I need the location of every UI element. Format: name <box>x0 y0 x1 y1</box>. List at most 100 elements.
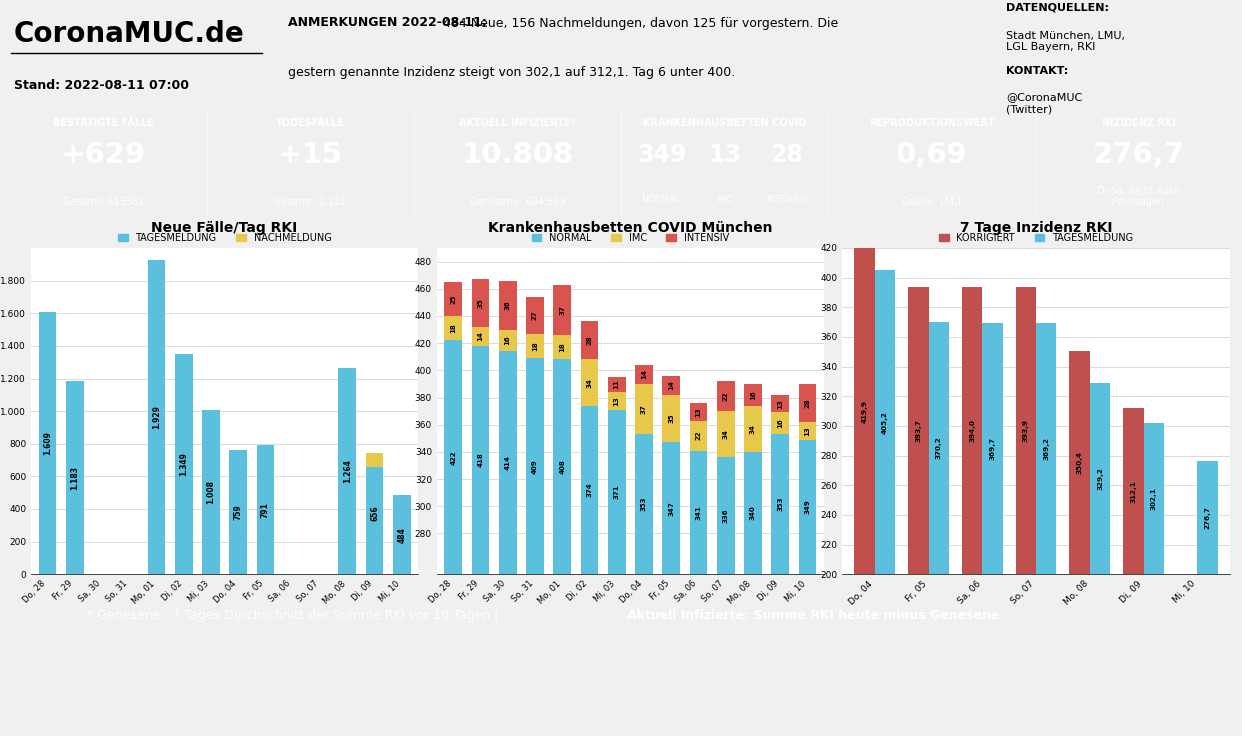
Text: gestern genannte Inzidenz steigt von 302,1 auf 312,1. Tag 6 unter 400.: gestern genannte Inzidenz steigt von 302… <box>288 66 735 79</box>
Text: 312,1: 312,1 <box>1130 480 1136 503</box>
Text: Stadt München, LMU,
LGL Bayern, RKI: Stadt München, LMU, LGL Bayern, RKI <box>1006 31 1125 52</box>
Text: REPRODUKTIONSWERT: REPRODUKTIONSWERT <box>869 118 994 127</box>
Bar <box>662 442 681 736</box>
Bar <box>799 384 816 422</box>
Bar <box>392 495 411 574</box>
Bar <box>553 335 571 359</box>
Bar <box>580 322 599 359</box>
Bar <box>148 260 165 574</box>
Text: 369,2: 369,2 <box>1043 437 1049 460</box>
Bar <box>689 450 708 736</box>
Text: 336: 336 <box>723 509 729 523</box>
Text: 28: 28 <box>805 398 811 408</box>
Text: 414: 414 <box>504 456 510 470</box>
Text: 656: 656 <box>370 506 379 521</box>
Text: 34: 34 <box>586 378 592 388</box>
Text: 353: 353 <box>777 497 784 512</box>
Bar <box>472 346 489 736</box>
Text: 14: 14 <box>477 331 483 342</box>
Bar <box>1089 383 1110 736</box>
Text: 419,9: 419,9 <box>862 400 867 422</box>
Bar <box>175 354 193 574</box>
Text: DATENQUELLEN:: DATENQUELLEN: <box>1006 2 1109 13</box>
Bar <box>961 286 982 736</box>
Text: 16: 16 <box>504 336 510 345</box>
Text: 484 Neue, 156 Nachmeldungen, davon 125 für vorgestern. Die: 484 Neue, 156 Nachmeldungen, davon 125 f… <box>438 16 838 29</box>
Text: 408: 408 <box>559 459 565 474</box>
Bar <box>744 406 761 452</box>
Text: 28: 28 <box>770 144 804 167</box>
Bar <box>874 270 895 736</box>
Text: Di-Sa, nicht nach
Feiertagen: Di-Sa, nicht nach Feiertagen <box>1097 185 1180 208</box>
Text: 22: 22 <box>723 392 729 401</box>
Bar <box>799 422 816 439</box>
Legend: TAGESMELDUNG, NACHMELDUNG: TAGESMELDUNG, NACHMELDUNG <box>118 233 332 243</box>
Text: * Genesene:  7 Tages Durchschnitt der Summe RKI vor 10 Tagen |: * Genesene: 7 Tages Durchschnitt der Sum… <box>87 609 502 622</box>
Text: 10.808: 10.808 <box>462 141 574 169</box>
Bar <box>445 282 462 316</box>
Text: 22: 22 <box>696 431 702 440</box>
Text: 418: 418 <box>477 453 483 467</box>
Bar <box>1036 323 1057 736</box>
Bar <box>66 381 83 574</box>
Text: 393,7: 393,7 <box>915 420 922 442</box>
Bar <box>1123 408 1144 736</box>
Text: 374: 374 <box>586 483 592 498</box>
Bar <box>553 285 571 335</box>
Bar <box>717 381 734 411</box>
Bar <box>527 333 544 358</box>
Text: 35: 35 <box>668 414 674 423</box>
Text: 13: 13 <box>696 407 702 417</box>
Bar <box>635 434 653 736</box>
Bar <box>230 450 247 574</box>
Bar <box>689 403 708 421</box>
Bar <box>635 365 653 384</box>
Text: Neue Fälle/Tag RKI: Neue Fälle/Tag RKI <box>152 221 298 235</box>
Text: 791: 791 <box>261 502 270 517</box>
Bar <box>527 297 544 333</box>
Text: 18: 18 <box>532 341 538 351</box>
Text: Quelle: LMU: Quelle: LMU <box>902 197 961 208</box>
Text: 1.349: 1.349 <box>179 453 189 476</box>
Text: 369,7: 369,7 <box>990 437 996 460</box>
Text: Gesamt: 615361: Gesamt: 615361 <box>63 197 144 208</box>
Text: 349: 349 <box>805 500 811 514</box>
Bar <box>771 412 789 434</box>
Text: 302,1: 302,1 <box>1151 487 1156 510</box>
Text: INTENSIV: INTENSIV <box>766 195 807 204</box>
Text: Genesene: 604.553: Genesene: 604.553 <box>469 197 565 208</box>
Text: 36: 36 <box>504 300 510 310</box>
Bar <box>445 341 462 736</box>
Bar <box>1016 287 1036 736</box>
Bar <box>982 322 1002 736</box>
Text: 350,4: 350,4 <box>1077 451 1083 474</box>
Text: 0,69: 0,69 <box>895 141 968 169</box>
Text: 13: 13 <box>777 399 784 408</box>
Legend: KORRIGIERT, TAGESMELDUNG: KORRIGIERT, TAGESMELDUNG <box>939 233 1133 243</box>
Text: 484: 484 <box>397 527 406 542</box>
Text: NORMAL.: NORMAL. <box>642 195 683 204</box>
Text: KRANKENHAUSBETTEN COVID: KRANKENHAUSBETTEN COVID <box>643 118 806 127</box>
Text: 341: 341 <box>696 505 702 520</box>
Text: 393,9: 393,9 <box>1023 419 1028 442</box>
Text: 37: 37 <box>559 305 565 315</box>
Text: 353: 353 <box>641 497 647 512</box>
Text: 329,2: 329,2 <box>1097 467 1103 490</box>
Text: BESTÄTIGTE FÄLLE: BESTÄTIGTE FÄLLE <box>53 118 154 127</box>
Bar <box>744 452 761 736</box>
Text: 371: 371 <box>614 485 620 499</box>
Bar <box>854 248 874 736</box>
Text: Aktuell Infizierte: Summe RKI heute minus Genesene: Aktuell Infizierte: Summe RKI heute minu… <box>627 609 1000 622</box>
Bar <box>202 410 220 574</box>
Bar <box>338 368 356 574</box>
Legend: NORMAL, IMC, INTENSIV: NORMAL, IMC, INTENSIV <box>532 233 729 243</box>
Text: 349: 349 <box>637 144 687 167</box>
Bar <box>580 406 599 736</box>
Bar <box>771 434 789 736</box>
Text: 16: 16 <box>777 419 784 428</box>
Text: 28: 28 <box>586 336 592 345</box>
Text: 18: 18 <box>450 323 456 333</box>
Text: 1.008: 1.008 <box>206 480 215 504</box>
Text: 276,7: 276,7 <box>1205 506 1211 529</box>
Text: 340: 340 <box>750 506 756 520</box>
